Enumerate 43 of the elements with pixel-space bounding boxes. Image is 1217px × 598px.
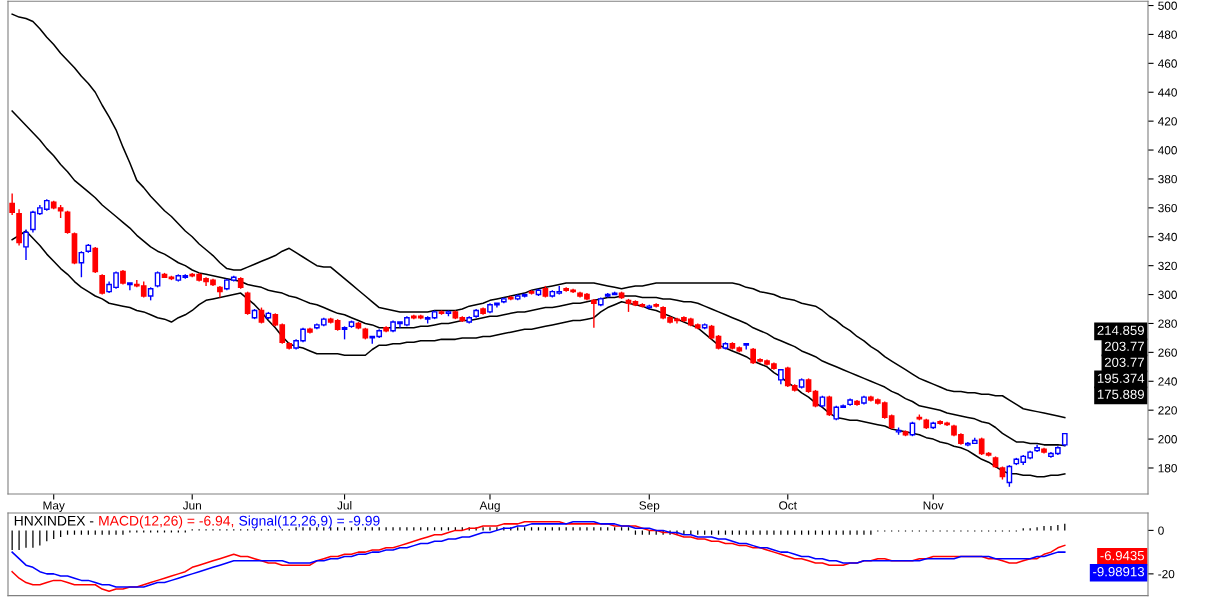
x-tick-label: Jun (182, 501, 201, 510)
x-tick-label: Nov (923, 501, 944, 510)
y-tick-label: 480 (1157, 30, 1177, 39)
text: -6.9435 (1100, 550, 1145, 561)
text: 203.77 (1104, 357, 1144, 367)
x-tick-label: May (43, 501, 65, 512)
y-tick-label: 320 (1158, 261, 1177, 271)
candlestick (99, 273, 106, 296)
x-tick-label: Sep (639, 501, 660, 512)
chart-title: HNXINDEX - (14, 515, 94, 526)
x-tick-label: Aug (479, 501, 500, 512)
candlestick (23, 228, 29, 261)
text: -9.98913 (1093, 566, 1145, 577)
y-tick-label: -20 (1158, 569, 1175, 579)
y-tick-label: 440 (1157, 88, 1177, 97)
y-tick-label: 200 (1158, 435, 1177, 444)
y-tick-label: 220 (1158, 406, 1177, 415)
candlestick (591, 298, 597, 329)
y-tick-label: 240 (1158, 377, 1177, 386)
x-tick-label: Jul (337, 500, 352, 510)
candlestick (127, 282, 133, 291)
y-tick-label: 500 (1158, 1, 1177, 10)
y-tick-label: 180 (1158, 464, 1177, 473)
candlestick (9, 192, 15, 216)
y-tick-label: 400 (1157, 146, 1177, 155)
y-tick-label: 300 (1158, 290, 1177, 299)
text: 203.77 (1104, 341, 1144, 351)
y-tick-label: 0 (1158, 526, 1164, 535)
y-tick-label: 340 (1158, 232, 1177, 242)
series-label: Signal(12,26,9) = -9.99 (239, 515, 380, 529)
y-tick-label: 460 (1157, 59, 1177, 68)
x-tick-label: Oct (779, 501, 797, 510)
y-tick-label: 280 (1158, 319, 1177, 328)
line-series (11, 13, 1066, 419)
y-tick-label: 380 (1158, 174, 1177, 184)
y-tick-label: 360 (1158, 203, 1177, 213)
y-tick-label: 260 (1158, 348, 1177, 357)
text: 214.859 (1097, 325, 1144, 335)
candlestick (92, 246, 99, 274)
series-label: MACD(12,26) = -6.94, (99, 515, 234, 529)
y-tick-label: 420 (1157, 117, 1177, 126)
text: 195.374 (1097, 373, 1145, 383)
text: 175.889 (1097, 389, 1144, 399)
